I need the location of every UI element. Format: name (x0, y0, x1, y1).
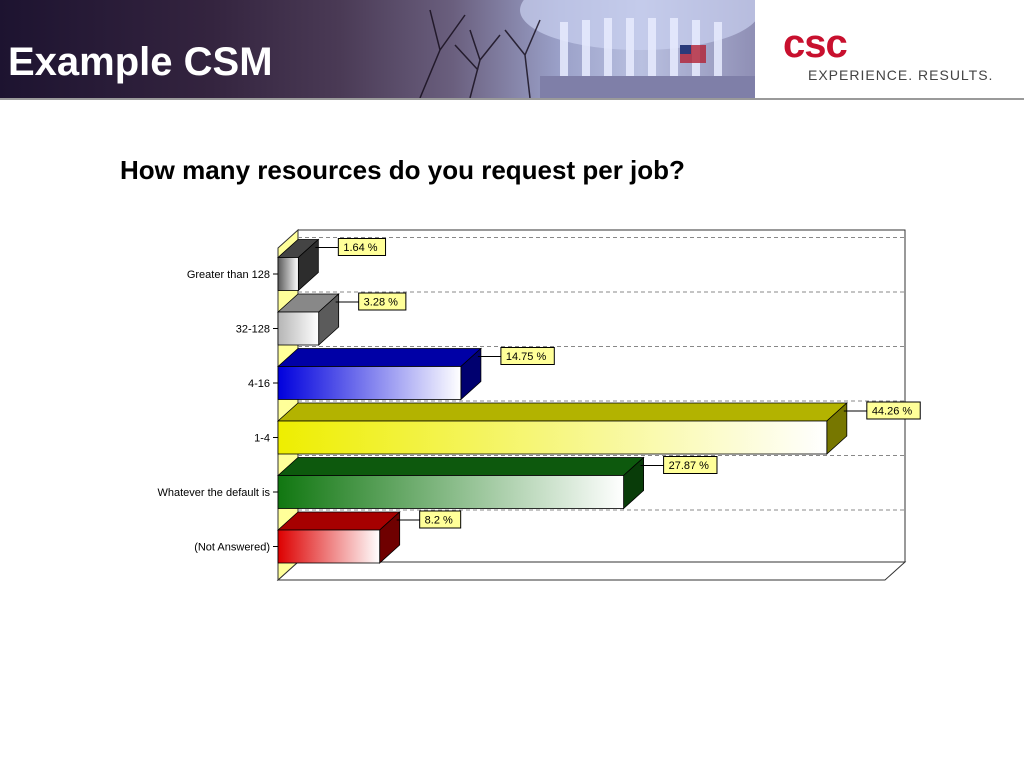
bar-top-face (276, 402, 848, 422)
category-label: (Not Answered) (194, 542, 270, 554)
bar (277, 311, 320, 346)
logo-tagline: EXPERIENCE. RESULTS. (808, 67, 994, 83)
category-label: Greater than 128 (187, 269, 270, 281)
category-label: 32-128 (236, 324, 270, 336)
chart-labels: Greater than 128 1.64 % 32-128 3.28 % 4-16 14… (157, 238, 921, 554)
bar (277, 420, 828, 455)
value-label: 3.28 % (364, 297, 398, 309)
company-logo: csc EXPERIENCE. RESULTS. (755, 0, 1024, 98)
bar (277, 366, 462, 400)
category-label: 4-16 (248, 378, 270, 390)
value-label: 14.75 % (506, 351, 547, 363)
category-label: 1-4 (254, 433, 270, 445)
value-label-box (866, 401, 921, 420)
bar (277, 529, 381, 564)
value-label-box (358, 292, 407, 311)
bar (277, 475, 624, 509)
value-label-box (500, 347, 555, 365)
slide-title: Example CSM (8, 40, 273, 84)
value-label: 8.2 % (425, 515, 453, 527)
bar (277, 257, 299, 291)
value-label: 27.87 % (669, 460, 710, 472)
chart-bars (276, 238, 848, 564)
category-label: Whatever the default is (157, 487, 270, 499)
chart-floor (276, 561, 907, 581)
value-label-box (419, 510, 462, 529)
bar-top-face (276, 457, 645, 476)
bar-top-face (276, 348, 482, 367)
chart-grid (298, 237, 905, 511)
slide-header: Example CSM csc EXPERIENCE. RESULTS. (0, 0, 1024, 100)
value-label-box (663, 456, 718, 474)
capitol-dome-image (419, 0, 755, 98)
value-label: 44.26 % (872, 406, 913, 418)
chart-title: How many resources do you request per jo… (120, 155, 685, 185)
bar-top-face (276, 511, 401, 531)
value-label-box (337, 238, 387, 256)
csc-logo-mark: csc (783, 22, 848, 66)
header-banner-image: Example CSM (0, 0, 755, 98)
value-label: 1.64 % (343, 242, 377, 254)
